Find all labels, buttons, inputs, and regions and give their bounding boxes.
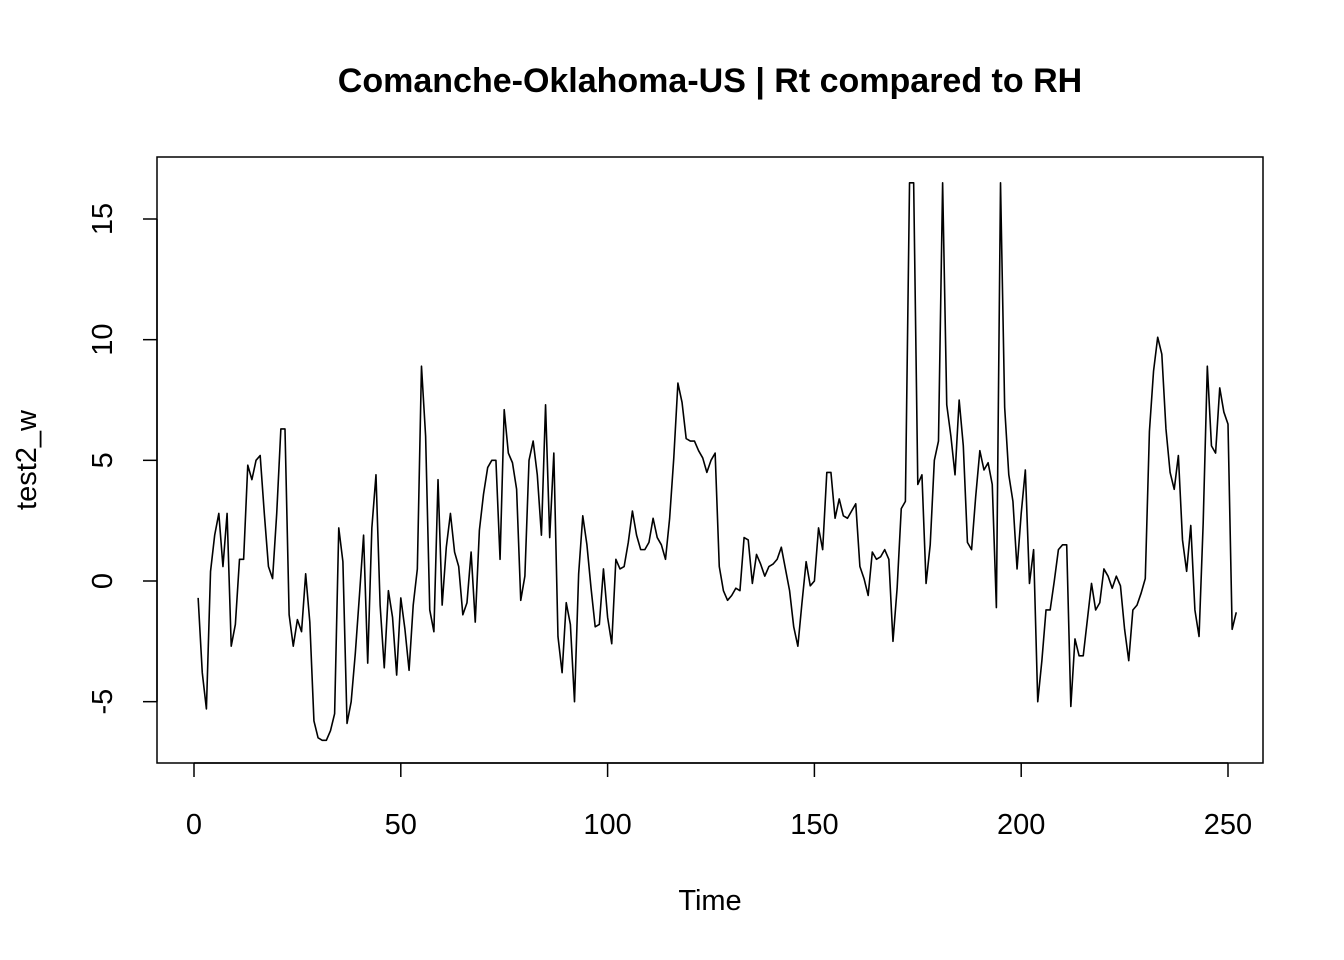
chart-title: Comanche-Oklahoma-US | Rt compared to RH (338, 62, 1082, 100)
y-tick-label: -5 (87, 689, 119, 715)
y-axis-ticks: -5 0 5 10 15 (87, 203, 157, 715)
plot-frame (156, 156, 1264, 764)
y-tick-label: 0 (87, 573, 119, 589)
x-axis-label: Time (678, 885, 741, 917)
x-tick-label: 0 (186, 809, 202, 841)
x-tick-label: 150 (790, 809, 838, 841)
x-tick-label: 200 (997, 809, 1045, 841)
x-tick-label: 50 (385, 809, 417, 841)
y-tick-label: 15 (87, 203, 119, 235)
y-tick-label: 5 (87, 452, 119, 468)
x-tick-label: 250 (1204, 809, 1252, 841)
y-tick-label: 10 (87, 324, 119, 356)
series-line (197, 182, 1238, 742)
y-axis-label: test2_w (11, 409, 43, 510)
x-tick-label: 100 (583, 809, 631, 841)
x-axis-ticks: 0 50 100 150 200 250 (186, 763, 1252, 841)
